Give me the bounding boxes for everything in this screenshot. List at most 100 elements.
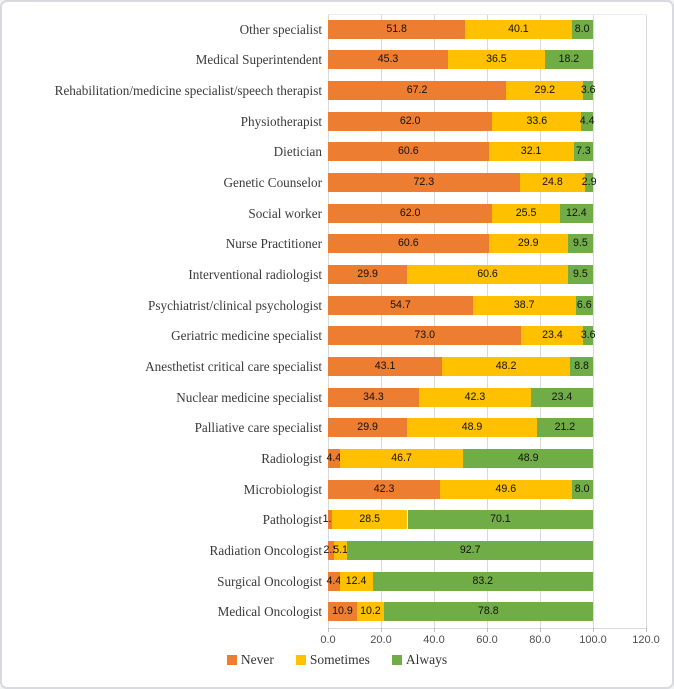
bar-segment-never: 51.8 bbox=[328, 19, 466, 39]
legend-swatch bbox=[226, 654, 237, 665]
bar-segment-never: 45.3 bbox=[328, 50, 449, 70]
bar-track: 34.3 42.3 23.4 bbox=[328, 387, 646, 407]
bar-segment-always: 78.8 bbox=[383, 602, 593, 622]
bar-segment-always: 6.6 bbox=[575, 295, 593, 315]
bar-track: 1.5 28.5 70.1 bbox=[323, 510, 646, 530]
bar-segment-never: 60.6 bbox=[328, 142, 489, 162]
value-label: 4.4 bbox=[579, 114, 595, 127]
category-label: Nurse Practitioner bbox=[225, 236, 322, 252]
legend-item-sometimes: Sometimes bbox=[295, 653, 370, 667]
value-label: 4.4 bbox=[326, 452, 342, 465]
value-label: 6.6 bbox=[576, 298, 592, 311]
category-label: Other specialist bbox=[239, 21, 322, 37]
bar-segment-sometimes: 5.1 bbox=[333, 540, 348, 560]
value-label: 48.2 bbox=[495, 360, 517, 373]
value-label: 29.9 bbox=[357, 268, 378, 281]
bar-row: Rehabilitation/medicine specialist/speec… bbox=[2, 75, 672, 106]
gridline bbox=[328, 15, 329, 628]
value-label: 7.3 bbox=[575, 145, 591, 158]
bar-segment-never: 29.9 bbox=[328, 418, 408, 438]
category-label: Medical Oncologist bbox=[217, 604, 322, 620]
x-axis: 0.0 20.0 40.0 60.0 80.0 100.0 120.0 bbox=[320, 628, 660, 654]
gridline bbox=[381, 15, 382, 628]
value-label: 23.4 bbox=[551, 390, 573, 403]
legend: Never Sometimes Always bbox=[2, 653, 672, 667]
bar-segment-never: 42.3 bbox=[328, 479, 441, 499]
value-label: 18.2 bbox=[558, 53, 580, 66]
bar-row: Social worker 62.0 25.5 12.4 bbox=[2, 198, 672, 229]
value-label: 3.6 bbox=[580, 329, 596, 342]
bar-segment-sometimes: 25.5 bbox=[492, 203, 560, 223]
bar-segment-always: 8.0 bbox=[571, 19, 593, 39]
legend-label: Always bbox=[405, 652, 448, 667]
value-label: 67.2 bbox=[406, 84, 428, 97]
bar-row: Nuclear medicine specialist 34.3 42.3 23.4 bbox=[2, 382, 672, 413]
value-label: 4.4 bbox=[326, 574, 342, 587]
gridline bbox=[487, 15, 488, 628]
value-label: 5.1 bbox=[333, 543, 348, 556]
value-label: 62.0 bbox=[399, 206, 421, 219]
bar-segment-never: 67.2 bbox=[328, 81, 507, 101]
bar-row: Palliative care specialist 29.9 48.9 21.2 bbox=[2, 413, 672, 444]
bar-segment-sometimes: 33.6 bbox=[492, 111, 582, 131]
bar-track: 4.4 46.7 48.9 bbox=[326, 449, 646, 469]
value-label: 29.9 bbox=[357, 421, 378, 434]
value-label: 48.9 bbox=[517, 452, 539, 465]
category-label: Nuclear medicine specialist bbox=[176, 389, 322, 405]
value-label: 70.1 bbox=[490, 513, 511, 526]
bar-segment-sometimes: 42.3 bbox=[418, 387, 531, 407]
category-label: Medical Superintendent bbox=[195, 52, 322, 68]
x-axis-tick-label: 100.0 bbox=[579, 634, 607, 646]
bar-segment-sometimes: 46.7 bbox=[339, 449, 464, 469]
gridline bbox=[646, 15, 647, 628]
bar-segment-never: 60.6 bbox=[328, 234, 489, 254]
bar-segment-sometimes: 29.9 bbox=[488, 234, 568, 254]
bar-row: Medical Oncologist 10.9 10.2 78.8 bbox=[2, 596, 672, 627]
value-label: 48.9 bbox=[461, 421, 483, 434]
x-axis-tick-label: 0.0 bbox=[320, 634, 336, 646]
value-label: 72.3 bbox=[413, 176, 435, 189]
category-label: Dietician bbox=[273, 144, 322, 160]
category-label: Social worker bbox=[248, 205, 322, 221]
category-label: Physiotherapist bbox=[240, 113, 322, 129]
bar-track: 60.6 29.9 9.5 bbox=[328, 234, 646, 254]
x-axis-tickmark bbox=[381, 628, 382, 632]
bar-segment-sometimes: 40.1 bbox=[465, 19, 572, 39]
bar-row: Psychiatrist/clinical psychologist 54.7 38… bbox=[2, 290, 672, 321]
value-label: 62.0 bbox=[399, 114, 421, 127]
value-label: 60.6 bbox=[397, 145, 419, 158]
bar-row: Medical Superintendent 45.3 36.5 18.2 bbox=[2, 45, 672, 76]
value-label: 42.3 bbox=[464, 390, 486, 403]
value-label: 8.8 bbox=[574, 360, 589, 373]
bar-segment-always: 7.3 bbox=[573, 142, 593, 162]
bar-segment-always: 92.7 bbox=[347, 540, 593, 560]
bar-segment-never: 73.0 bbox=[328, 326, 522, 346]
bar-track: 29.9 60.6 9.5 bbox=[328, 265, 646, 285]
x-axis-tickmark bbox=[540, 628, 541, 632]
value-label: 29.9 bbox=[517, 237, 539, 250]
bar-track: 43.1 48.2 8.8 bbox=[328, 357, 646, 377]
bar-row: Radiation Oncologist 2.2 5.1 92.7 bbox=[2, 535, 672, 566]
bar-segment-always: 23.4 bbox=[530, 387, 593, 407]
bar-rows: Other specialist 51.8 40.1 8.0 Medical Super… bbox=[2, 14, 672, 627]
bar-segment-always: 21.2 bbox=[536, 418, 593, 438]
bar-segment-sometimes: 24.8 bbox=[519, 173, 586, 193]
value-label: 2.9 bbox=[581, 176, 597, 189]
category-label: Radiologist bbox=[261, 450, 322, 466]
x-axis-tick-label: 40.0 bbox=[423, 634, 445, 646]
legend-label: Never bbox=[240, 652, 274, 667]
value-label: 78.8 bbox=[478, 605, 499, 618]
x-axis-tick-label: 20.0 bbox=[370, 634, 392, 646]
value-label: 51.8 bbox=[386, 22, 407, 35]
category-label: Radiation Oncologist bbox=[209, 542, 322, 558]
value-label: 9.5 bbox=[573, 268, 588, 281]
gridline bbox=[540, 15, 541, 628]
value-label: 33.6 bbox=[526, 114, 548, 127]
bar-segment-always: 9.5 bbox=[567, 265, 593, 285]
bar-segment-always: 9.5 bbox=[567, 234, 593, 254]
value-label: 10.2 bbox=[360, 605, 381, 618]
gridline bbox=[434, 15, 435, 628]
value-label: 25.5 bbox=[515, 206, 537, 219]
x-axis-tickmark bbox=[328, 628, 329, 632]
